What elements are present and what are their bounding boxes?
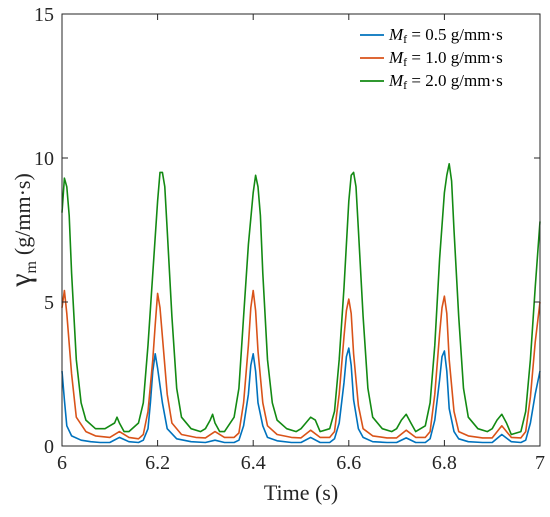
- y-tick-label: 5: [44, 292, 54, 314]
- y-axis-symbol: γ: [4, 274, 37, 288]
- x-tick-label: 6.2: [145, 452, 170, 474]
- legend-label: Mf = 2.0 g/mm·s: [388, 71, 503, 92]
- legend-subscript: f: [403, 55, 407, 69]
- legend-label: Mf = 0.5 g/mm·s: [388, 25, 503, 46]
- x-axis-label: Time (s): [264, 480, 338, 505]
- y-tick-label: 15: [34, 4, 54, 26]
- legend-value: = 2.0 g/mm·s: [407, 71, 503, 90]
- y-tick-label: 0: [44, 436, 54, 458]
- x-tick-label: 6.4: [241, 452, 266, 474]
- axis-tick-labels: 6 6.2 6.4 6.6 6.8 7 0 5 10 15: [34, 4, 545, 474]
- axis-ticks: [61, 13, 541, 447]
- legend-symbol: M: [388, 71, 404, 90]
- axes-box: [61, 13, 541, 447]
- legend-value: = 0.5 g/mm·s: [407, 25, 503, 44]
- y-axis-units: (g/mm·s): [10, 173, 35, 255]
- legend-subscript: f: [403, 78, 407, 92]
- plot-lines: [61, 163, 541, 444]
- legend-subscript: f: [403, 32, 407, 46]
- y-tick-label: 10: [34, 148, 54, 170]
- legend-symbol: M: [388, 48, 404, 67]
- x-tick-label: 6.8: [432, 452, 457, 474]
- series-line-3: [61, 163, 541, 436]
- legend-label: Mf = 1.0 g/mm·s: [388, 48, 503, 69]
- series-line-2: [61, 289, 541, 440]
- legend-symbol: M: [388, 25, 404, 44]
- x-tick-label: 6: [57, 452, 67, 474]
- series-line-1: [61, 347, 541, 444]
- x-tick-label: 6.6: [336, 452, 361, 474]
- legend: Mf = 0.5 g/mm·sMf = 1.0 g/mm·sMf = 2.0 g…: [360, 25, 503, 92]
- y-axis-label: γm (g/mm·s): [4, 173, 40, 288]
- y-axis-subscript: m: [23, 261, 40, 274]
- legend-value: = 1.0 g/mm·s: [407, 48, 503, 67]
- x-tick-label: 7: [535, 452, 545, 474]
